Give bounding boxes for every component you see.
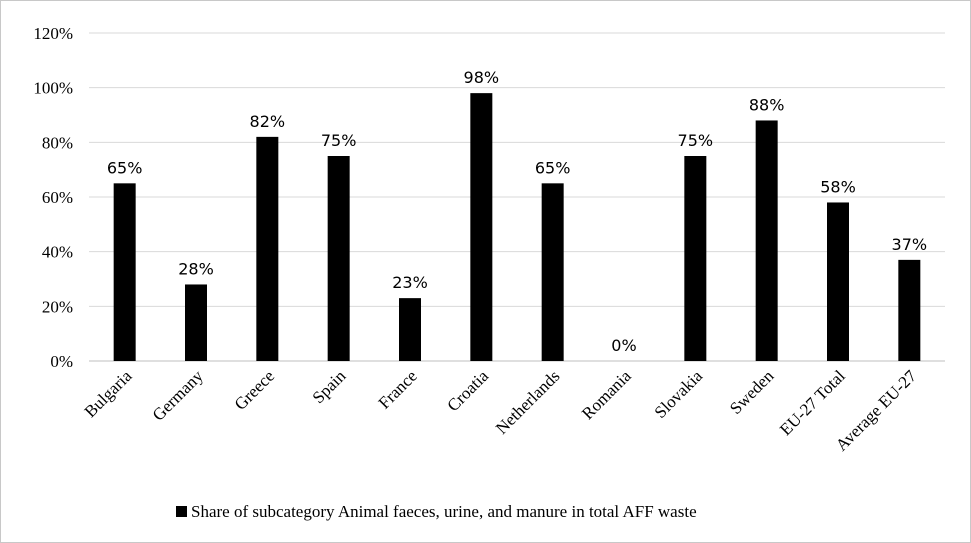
category-label: Romania <box>578 366 635 423</box>
y-tick-label: 80% <box>42 133 73 152</box>
y-tick-label: 60% <box>42 188 73 207</box>
bars <box>113 93 921 361</box>
data-label: 82% <box>250 112 286 131</box>
data-label: 65% <box>535 158 571 177</box>
x-axis-category-labels: Bulgaria Germany Greece Spain France Croatia N… <box>81 366 921 455</box>
category-label: Spain <box>309 366 350 407</box>
data-label: 65% <box>107 158 143 177</box>
data-label: 37% <box>892 235 928 254</box>
category-label: France <box>375 366 421 412</box>
category-label: Germany <box>149 366 208 425</box>
gridlines <box>89 32 945 362</box>
bar <box>399 298 421 361</box>
legend-label: Share of subcategory Animal faeces, urin… <box>191 502 697 521</box>
bar <box>256 136 279 361</box>
category-label: Netherlands <box>492 366 564 438</box>
category-label: Sweden <box>726 366 778 418</box>
category-label: Croatia <box>443 366 492 415</box>
y-axis-tick-labels: 0% 20% 40% 60% 80% 100% 120% <box>33 24 73 371</box>
y-tick-label: 100% <box>33 79 73 98</box>
data-label: 58% <box>820 177 856 196</box>
data-label: 75% <box>321 131 357 150</box>
bar <box>185 284 207 361</box>
bar <box>541 183 564 361</box>
bar <box>327 156 350 361</box>
bar <box>898 259 921 361</box>
data-label: 98% <box>464 68 500 87</box>
category-label: EU-27 Total <box>776 366 849 439</box>
data-label: 28% <box>178 259 214 278</box>
data-label: 23% <box>392 273 428 292</box>
category-label: Slovakia <box>651 366 707 422</box>
legend: Share of subcategory Animal faeces, urin… <box>176 502 697 521</box>
y-tick-label: 20% <box>42 297 73 316</box>
bar <box>827 202 849 361</box>
y-tick-label: 0% <box>50 352 73 371</box>
bar <box>755 120 778 361</box>
category-label: Greece <box>231 366 278 413</box>
bar <box>113 183 136 361</box>
y-tick-label: 120% <box>33 24 73 43</box>
category-label: Bulgaria <box>81 366 136 421</box>
data-label: 75% <box>678 131 714 150</box>
legend-swatch <box>176 506 187 517</box>
bar <box>470 93 493 361</box>
y-tick-label: 40% <box>42 243 73 262</box>
data-label: 0% <box>611 336 636 355</box>
data-labels: 65% 28% 82% 75% 23% 98% 65% 0% 75% 88% 58% 37% <box>107 68 927 355</box>
bar <box>684 156 707 361</box>
data-label: 88% <box>749 95 785 114</box>
